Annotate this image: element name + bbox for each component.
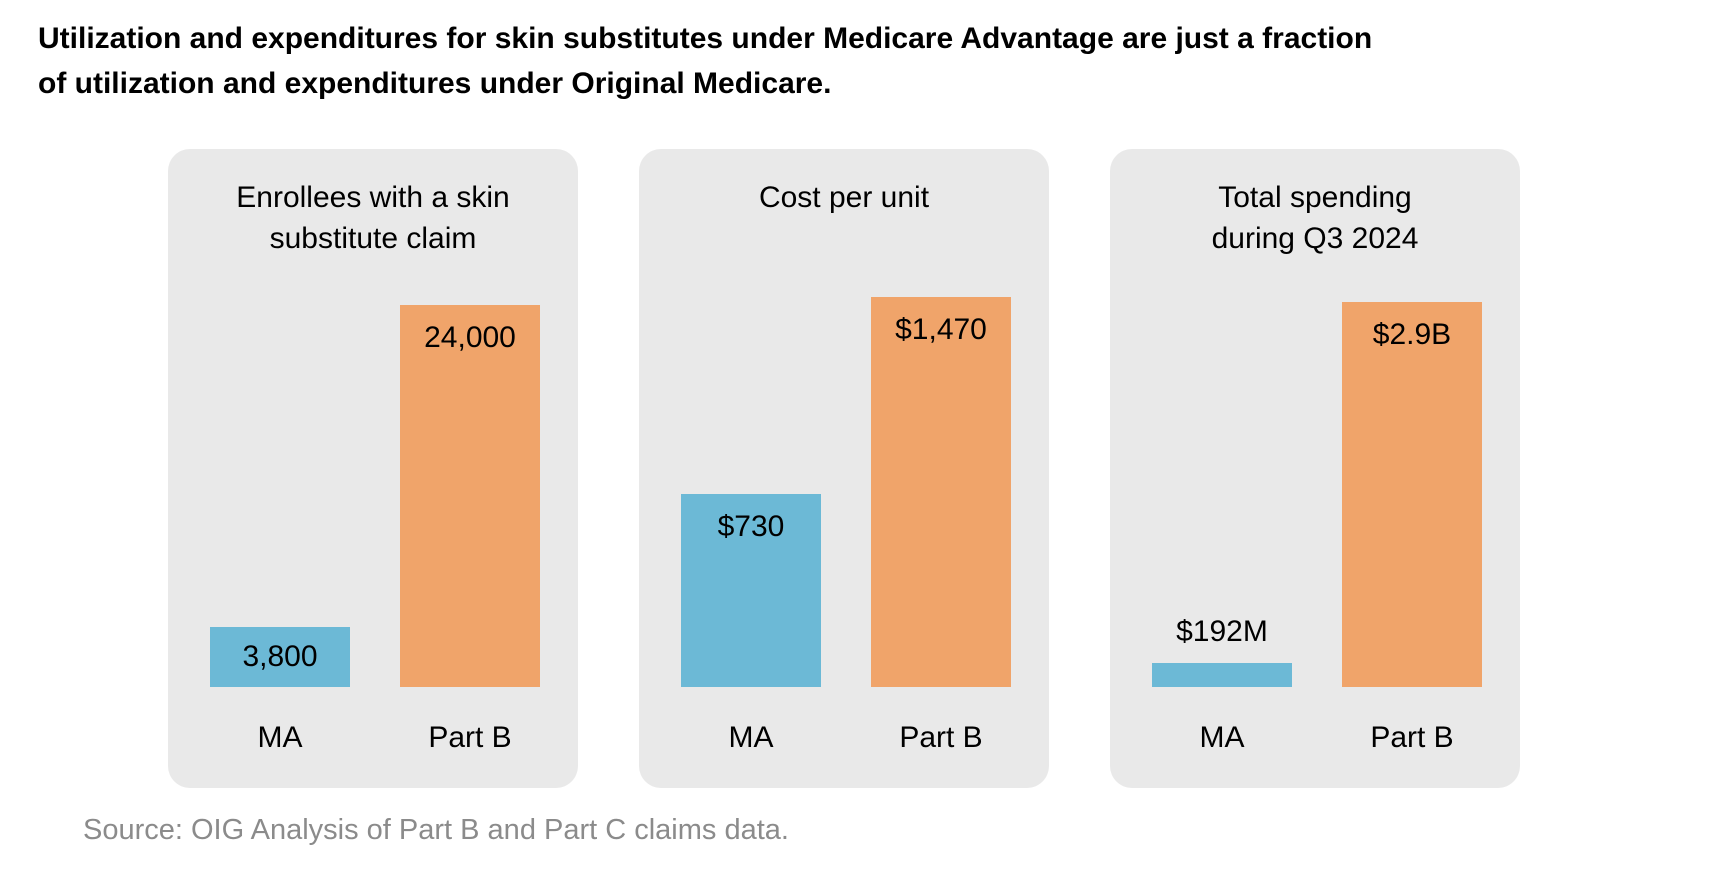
panel-enrollees-title: Enrollees with a skin substitute claim [168, 177, 578, 259]
source-note: Source: OIG Analysis of Part B and Part … [83, 814, 789, 846]
panel-total-spending-title: Total spending during Q3 2024 [1110, 177, 1520, 259]
bar-spending-ma: $192M [1152, 615, 1292, 687]
bar-cost-part-b-value: $1,470 [895, 313, 987, 346]
bar-enrollees-ma: 3,800 [210, 627, 350, 687]
bar-spending-part-b: $2.9B [1342, 302, 1482, 687]
axis-label-spending-part-b: Part B [1370, 721, 1454, 754]
axis-label-enrollees-ma: MA [257, 721, 303, 754]
bar-cost-ma-value: $730 [717, 510, 785, 543]
bar-cost-ma: $730 [681, 494, 821, 687]
panel-total-spending: Total spending during Q3 2024 $192M $2.9… [1110, 149, 1520, 788]
axis-label-cost-ma: MA [728, 721, 774, 754]
figure-title-line2: of utilization and expenditures under Or… [38, 67, 832, 100]
panel-enrollees-title-line1: Enrollees with a skin [236, 181, 510, 214]
bar-enrollees-part-b-value: 24,000 [424, 321, 516, 354]
bar-enrollees-part-b: 24,000 [400, 305, 540, 687]
panel-total-spending-title-line2: during Q3 2024 [1211, 222, 1419, 255]
panel-cost-per-unit-title-line1: Cost per unit [758, 181, 930, 214]
axis-label-spending-ma: MA [1199, 721, 1245, 754]
axis-label-cost-part-b: Part B [899, 721, 983, 754]
figure-title: Utilization and expenditures for skin su… [38, 16, 1598, 106]
bar-enrollees-ma-value: 3,800 [242, 640, 318, 673]
panel-enrollees: Enrollees with a skin substitute claim 3… [168, 149, 578, 788]
bar-cost-part-b: $1,470 [871, 297, 1011, 687]
panel-total-spending-title-line1: Total spending [1218, 181, 1412, 214]
axis-label-enrollees-part-b: Part B [428, 721, 512, 754]
panel-enrollees-title-line2: substitute claim [269, 222, 477, 255]
bar-spending-ma-value: $192M [1176, 615, 1268, 648]
panel-cost-per-unit-title: Cost per unit [639, 177, 1049, 218]
panel-cost-per-unit: Cost per unit $730 $1,470 MA Part B [639, 149, 1049, 788]
figure-title-line1: Utilization and expenditures for skin su… [38, 22, 1373, 55]
bar-spending-part-b-value: $2.9B [1372, 318, 1452, 351]
